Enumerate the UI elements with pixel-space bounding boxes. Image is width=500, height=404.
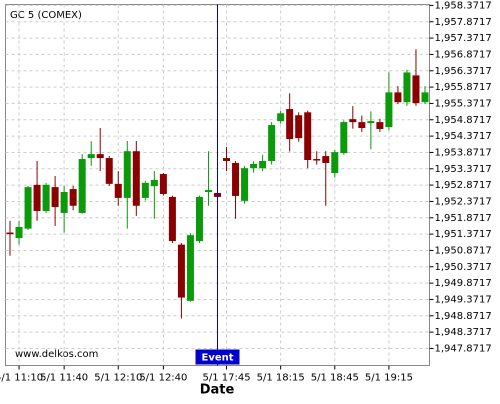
candle-body	[168, 196, 176, 242]
candle-body	[51, 187, 59, 208]
candle-body	[331, 152, 339, 174]
y-tick-label: 1,954.3717	[435, 131, 492, 142]
candle-body	[385, 92, 393, 128]
candle-body	[367, 121, 375, 124]
candle-body	[376, 122, 384, 129]
y-tick-label: 1,951.3717	[435, 229, 492, 240]
y-tick-label: 1,952.3717	[435, 196, 492, 207]
x-tick-label: 5/1 12:10	[94, 373, 142, 384]
candle-body	[421, 92, 429, 103]
candle-body	[132, 151, 140, 206]
x-tick-label: 5/1 18:45	[311, 373, 359, 384]
candle-body	[87, 154, 95, 159]
y-tick-label: 1,957.8717	[435, 17, 492, 28]
x-tick-label: 5/1 17:45	[202, 373, 250, 384]
candle-body	[195, 196, 203, 242]
x-axis-title: Date	[200, 383, 235, 398]
candle-body	[340, 122, 348, 154]
candle-body	[322, 156, 330, 163]
y-tick-label: 1,958.3717	[435, 0, 492, 11]
x-tick-label: 5/1 18:15	[257, 373, 305, 384]
y-tick-label: 1,950.8717	[435, 245, 492, 256]
event-label: Event	[201, 353, 233, 364]
candle-body	[295, 115, 303, 139]
candle-body	[150, 179, 158, 187]
candle-body	[259, 160, 267, 169]
candle-body	[141, 182, 149, 198]
y-tick-label: 1,949.8717	[435, 278, 492, 289]
y-tick-label: 1,953.3717	[435, 164, 492, 175]
y-tick-label: 1,951.8717	[435, 213, 492, 224]
y-tick-label: 1,956.3717	[435, 66, 492, 77]
candle-body	[250, 163, 258, 169]
y-tick-label: 1,949.3717	[435, 294, 492, 305]
candle-body	[42, 184, 50, 211]
candle-body	[412, 75, 420, 104]
candle-body	[358, 122, 366, 128]
candle-body	[223, 158, 231, 161]
candle-body	[286, 109, 294, 140]
x-tick-label: 5/1 11:40	[40, 373, 88, 384]
candle-body	[24, 187, 32, 229]
candle-body	[268, 125, 276, 161]
x-tick-label: 5/1 12:40	[139, 373, 187, 384]
candle-body	[69, 189, 77, 206]
y-tick-label: 1,952.8717	[435, 180, 492, 191]
y-tick-label: 1,955.8717	[435, 82, 492, 93]
y-tick-label: 1,950.3717	[435, 262, 492, 273]
candle-body	[304, 112, 312, 161]
x-tick-label: 5/1 11:10	[0, 373, 43, 384]
y-tick-label: 1,955.3717	[435, 98, 492, 109]
candle-body	[105, 158, 113, 184]
candle-body	[313, 159, 321, 161]
y-tick-label: 1,948.8717	[435, 311, 492, 322]
candle-body	[349, 119, 357, 123]
y-tick-label: 1,953.8717	[435, 147, 492, 158]
x-tick-label: 5/1 19:15	[365, 373, 413, 384]
candle-body	[33, 184, 41, 211]
candle-body	[6, 232, 14, 235]
candle-body	[60, 192, 68, 213]
watermark: www.delkos.com	[15, 349, 98, 360]
candle-body	[394, 92, 402, 103]
candle-body	[241, 168, 249, 201]
candle-body	[159, 174, 167, 194]
candle-body	[177, 244, 185, 298]
candle-body	[123, 151, 131, 198]
candle-body	[277, 113, 285, 122]
candle-body	[15, 226, 23, 239]
candle-body	[96, 154, 104, 159]
y-tick-label: 1,954.8717	[435, 115, 492, 126]
chart-title: GC 5 (COMEX)	[10, 10, 82, 21]
candle-body	[204, 190, 212, 193]
event-box	[195, 349, 240, 365]
candle-body	[186, 235, 194, 301]
y-tick-label: 1,947.8717	[435, 343, 492, 354]
candle-body	[78, 159, 86, 213]
y-tick-label: 1,956.8717	[435, 49, 492, 60]
candle-body	[403, 72, 411, 103]
candle-body	[114, 183, 122, 198]
y-tick-label: 1,948.3717	[435, 327, 492, 338]
y-tick-label: 1,957.3717	[435, 33, 492, 44]
candle-body	[232, 162, 240, 196]
